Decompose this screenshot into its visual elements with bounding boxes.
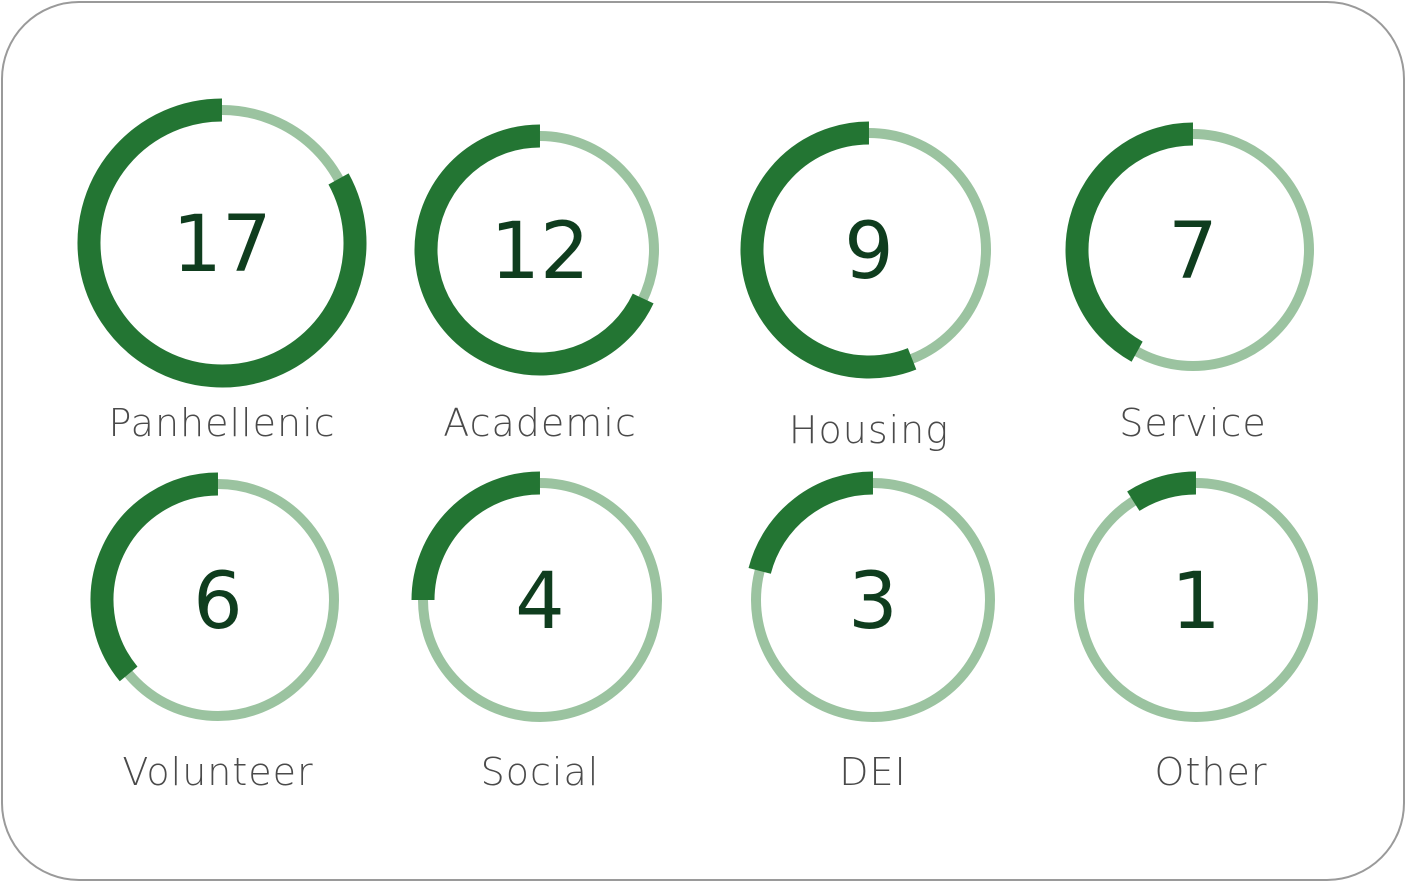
gauge-label: Social (481, 750, 600, 794)
gauge-value: 9 (844, 207, 894, 297)
gauge-value: 4 (515, 557, 565, 647)
gauge-value: 17 (172, 200, 271, 290)
gauge-value: 3 (848, 557, 898, 647)
gauge-label: Other (1155, 750, 1268, 794)
gauge-fill-arc (77, 98, 367, 388)
gauge-fill-arc (411, 471, 541, 601)
gauge-academic: 12 Academic (414, 124, 659, 445)
gauge-housing: 9 Housing (740, 121, 991, 452)
gauge-fill-arc (1065, 122, 1194, 362)
gauge-panhellenic: 17 Panhellenic (77, 98, 367, 445)
gauge-label: Volunteer (122, 750, 313, 794)
gauge-service: 7 Service (1065, 122, 1314, 445)
gauge-social: 4 Social (411, 471, 662, 794)
gauge-dei: 3 DEI (748, 471, 995, 794)
gauge-fill-arc (90, 472, 219, 682)
gauge-label: Academic (443, 401, 636, 445)
gauge-fill-arc (740, 121, 917, 379)
gauge-label: Panhellenic (108, 401, 335, 445)
gauge-fill-arc (414, 124, 654, 376)
gauge-fill-arc (1127, 471, 1197, 512)
gauge-other: 1 Other (1074, 471, 1318, 794)
gauge-value: 7 (1168, 207, 1218, 297)
gauge-label: DEI (839, 750, 906, 794)
gauge-volunteer: 6 Volunteer (90, 472, 339, 794)
gauge-track (751, 478, 995, 722)
gauge-value: 6 (193, 557, 243, 647)
gauge-fill-arc (748, 471, 874, 575)
gauge-label: Housing (789, 408, 949, 452)
gauge-track (1074, 478, 1318, 722)
gauge-value: 12 (490, 207, 589, 297)
gauge-value: 1 (1171, 557, 1221, 647)
gauge-label: Service (1119, 401, 1266, 445)
